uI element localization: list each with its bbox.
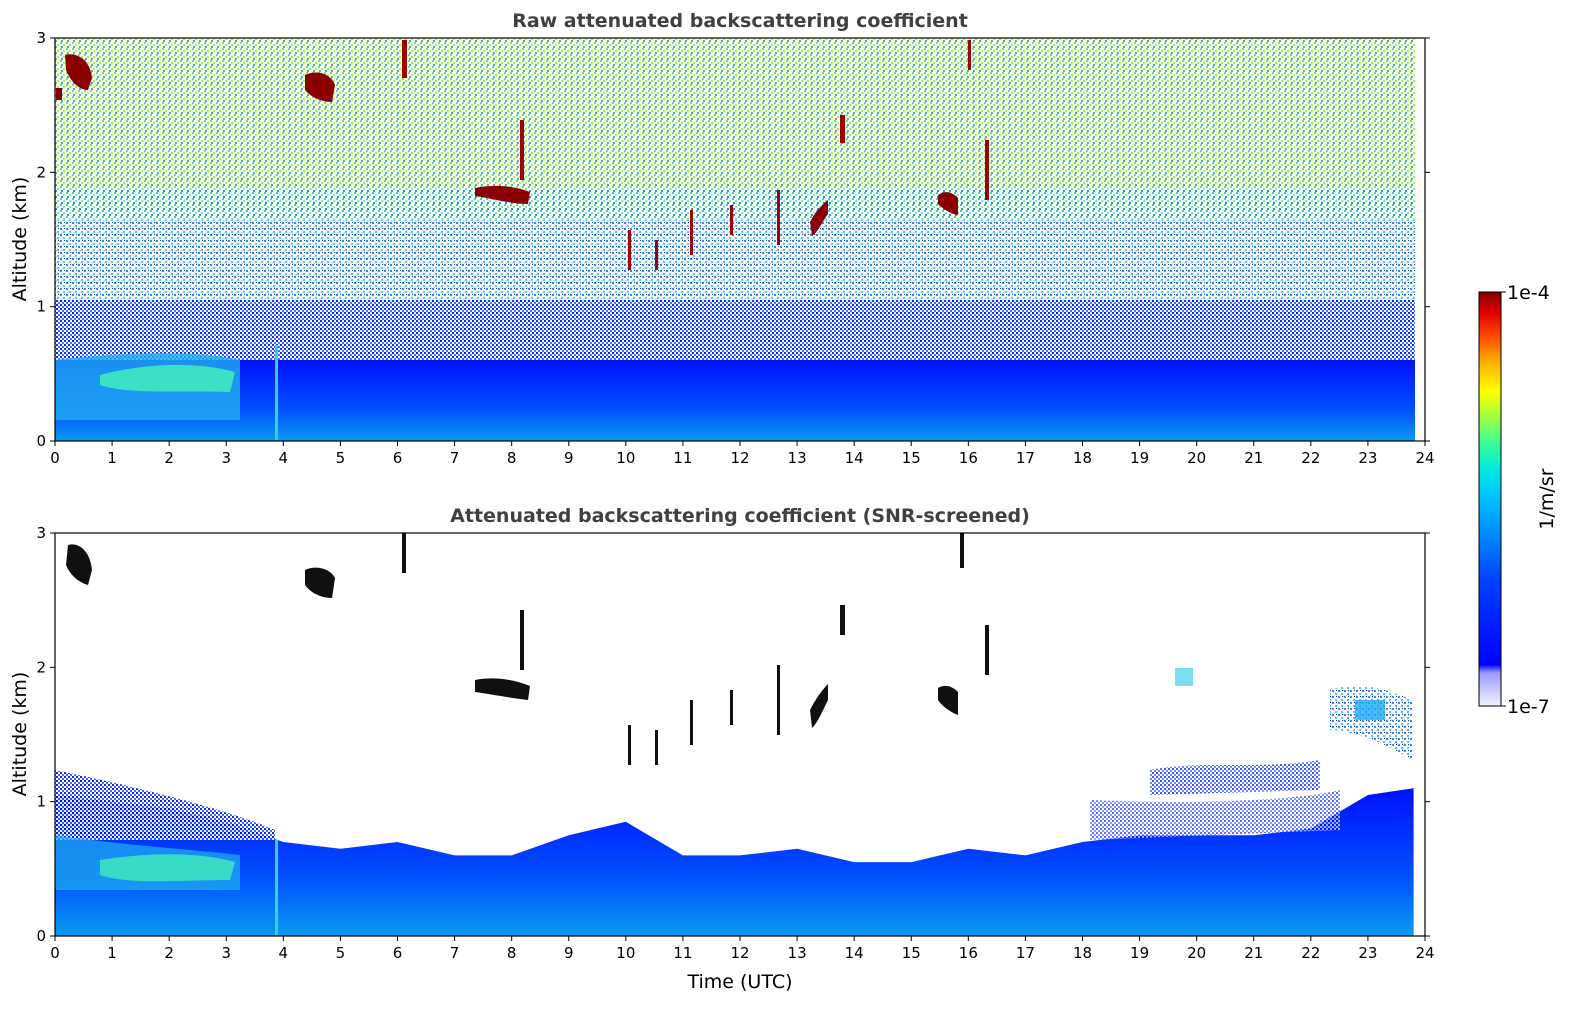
y-tick-label: 3 — [36, 524, 46, 542]
x-tick-label: 11 — [673, 449, 692, 467]
x-tick-label: 18 — [1073, 944, 1092, 962]
x-tick-label: 5 — [336, 944, 346, 962]
x-tick-label: 21 — [1244, 449, 1263, 467]
colorbar-units-label: 1/m/sr — [1536, 468, 1558, 529]
panel1-title: Raw attenuated backscattering coefficien… — [512, 10, 968, 32]
y-tick-label: 0 — [36, 432, 46, 450]
x-tick-label: 4 — [279, 449, 289, 467]
screened-layer — [55, 788, 1414, 936]
y-tick-label: 1 — [36, 793, 46, 811]
panel2-title: Attenuated backscattering coefficient (S… — [450, 505, 1030, 527]
y-tick-label: 1 — [36, 298, 46, 316]
x-tick-label: 24 — [1415, 449, 1434, 467]
x-tick-label: 3 — [221, 944, 231, 962]
panel2-x-label: Time (UTC) — [686, 971, 792, 993]
x-tick-label: 23 — [1358, 449, 1377, 467]
x-tick-label: 6 — [393, 944, 403, 962]
panel1-heatmap — [55, 38, 1415, 441]
colorbar: 1e-4 1e-7 1/m/sr — [1478, 282, 1558, 718]
panel2-y-label: Altitude (km) — [9, 672, 31, 797]
y-tick-label: 0 — [36, 927, 46, 945]
panel1-x-axis: 0 1 2 3 4 5 6 7 8 9 10 11 12 13 14 15 16 17 18 19 20 21 22 23 24 — [50, 441, 1435, 467]
x-tick-label: 11 — [673, 944, 692, 962]
panel2-x-axis: 0 1 2 3 4 5 6 7 8 9 10 11 12 13 14 15 16 17 18 19 20 21 22 23 24 — [50, 936, 1435, 962]
panel2-heatmap — [55, 533, 1425, 936]
panel2-y-axis: 0 1 2 3 — [36, 524, 1430, 945]
x-tick-label: 20 — [1187, 944, 1206, 962]
x-tick-label: 16 — [959, 449, 978, 467]
colorbar-max-label: 1e-4 — [1507, 282, 1550, 304]
x-tick-label: 10 — [616, 449, 635, 467]
x-tick-label: 1 — [107, 944, 117, 962]
x-tick-label: 14 — [845, 449, 864, 467]
x-tick-label: 20 — [1187, 449, 1206, 467]
panel1-y-axis: 0 1 2 3 — [36, 29, 1430, 450]
y-tick-label: 2 — [36, 658, 46, 676]
x-tick-label: 6 — [393, 449, 403, 467]
x-tick-label: 2 — [164, 449, 174, 467]
colorbar-min-label: 1e-7 — [1507, 696, 1550, 718]
panel-raw: Raw attenuated backscattering coefficien… — [9, 10, 1435, 467]
panel1-y-label: Altitude (km) — [9, 177, 31, 302]
x-tick-label: 14 — [845, 944, 864, 962]
x-tick-label: 12 — [730, 944, 749, 962]
y-tick-label: 2 — [36, 163, 46, 181]
x-tick-label: 17 — [1016, 449, 1035, 467]
x-tick-label: 15 — [902, 449, 921, 467]
x-tick-label: 5 — [336, 449, 346, 467]
panel-screened: Attenuated backscattering coefficient (S… — [9, 505, 1435, 993]
x-tick-label: 8 — [507, 944, 517, 962]
x-tick-label: 8 — [507, 449, 517, 467]
x-tick-label: 22 — [1301, 449, 1320, 467]
x-tick-label: 2 — [164, 944, 174, 962]
x-tick-label: 19 — [1130, 944, 1149, 962]
x-tick-label: 13 — [788, 449, 807, 467]
x-tick-label: 23 — [1358, 944, 1377, 962]
x-tick-label: 22 — [1301, 944, 1320, 962]
x-tick-label: 7 — [450, 944, 460, 962]
x-tick-label: 18 — [1073, 449, 1092, 467]
x-tick-label: 10 — [616, 944, 635, 962]
x-tick-label: 9 — [564, 449, 574, 467]
x-tick-label: 16 — [959, 944, 978, 962]
x-tick-label: 19 — [1130, 449, 1149, 467]
x-tick-label: 0 — [50, 449, 60, 467]
x-tick-label: 12 — [730, 449, 749, 467]
x-tick-label: 7 — [450, 449, 460, 467]
colorbar-gradient — [1478, 291, 1502, 707]
x-tick-label: 4 — [279, 944, 289, 962]
x-tick-label: 0 — [50, 944, 60, 962]
x-tick-label: 1 — [107, 449, 117, 467]
x-tick-label: 3 — [221, 449, 231, 467]
y-tick-label: 3 — [36, 29, 46, 47]
x-tick-label: 15 — [902, 944, 921, 962]
x-tick-label: 21 — [1244, 944, 1263, 962]
x-tick-label: 17 — [1016, 944, 1035, 962]
x-tick-label: 9 — [564, 944, 574, 962]
x-tick-label: 24 — [1415, 944, 1434, 962]
x-tick-label: 13 — [788, 944, 807, 962]
